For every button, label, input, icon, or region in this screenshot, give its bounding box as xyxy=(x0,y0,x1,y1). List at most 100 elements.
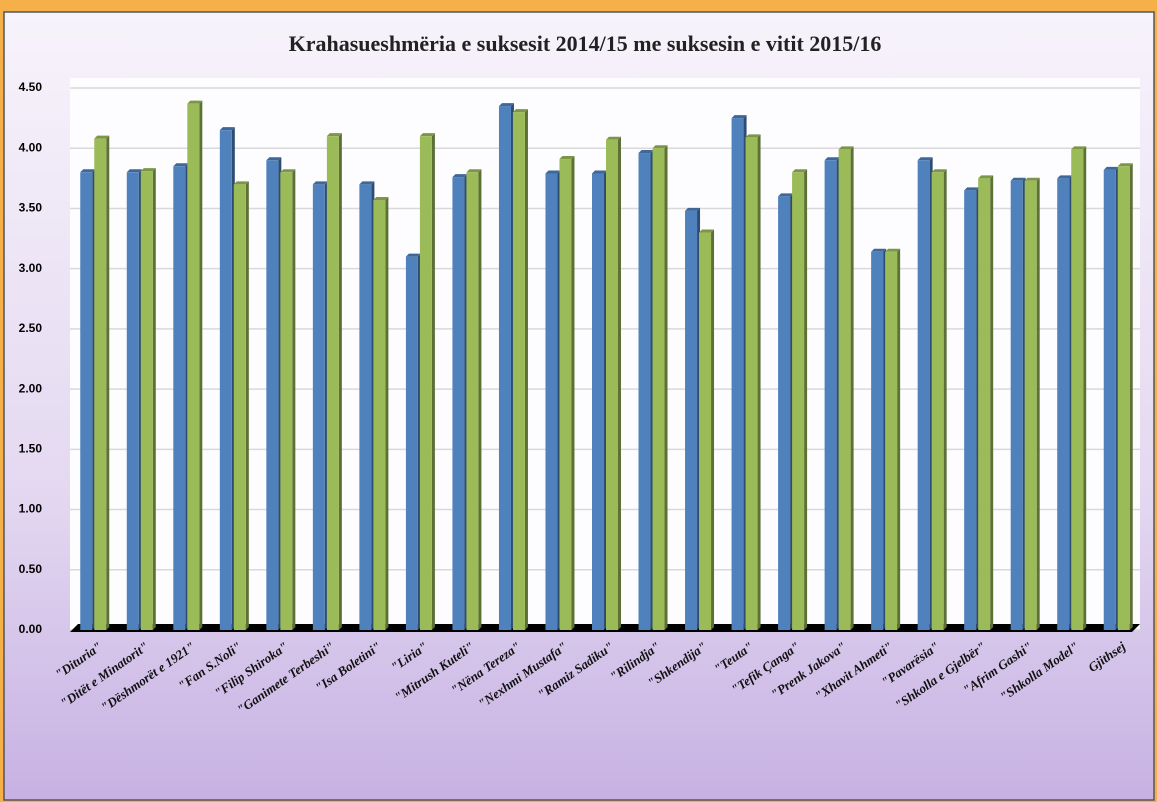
bar xyxy=(838,149,851,630)
bar xyxy=(280,172,293,631)
y-tick-label: 1.50 xyxy=(19,442,43,456)
bar xyxy=(466,172,479,631)
bar xyxy=(559,159,572,630)
bar-top xyxy=(1057,175,1073,179)
bar xyxy=(1057,178,1070,631)
bar-side xyxy=(664,145,668,630)
bar xyxy=(1010,180,1023,630)
bar xyxy=(885,251,898,630)
bar-top xyxy=(126,169,142,173)
bar-side xyxy=(152,168,156,630)
bar xyxy=(652,148,665,630)
bar-top xyxy=(512,109,528,113)
bar xyxy=(266,160,279,630)
bar xyxy=(1024,180,1037,630)
bar xyxy=(452,177,465,630)
bar-top xyxy=(280,169,296,173)
bar-top xyxy=(1024,177,1040,181)
bar xyxy=(326,136,339,630)
bar xyxy=(140,171,153,630)
bar xyxy=(545,173,558,630)
bar-top xyxy=(359,181,375,185)
bar-side xyxy=(199,100,203,630)
bar-top xyxy=(140,168,156,172)
bar xyxy=(592,173,604,630)
bar-top xyxy=(871,248,887,252)
bar-top xyxy=(731,115,747,119)
bar-side xyxy=(431,133,435,630)
bar-side xyxy=(943,169,947,631)
bar-top xyxy=(187,100,203,104)
bar-side xyxy=(990,175,994,631)
bar xyxy=(405,256,418,630)
bar-top xyxy=(312,181,328,185)
bar-side xyxy=(292,169,296,631)
bar-top xyxy=(978,175,994,179)
y-tick-label: 4.50 xyxy=(19,80,43,94)
bar-side xyxy=(850,146,854,630)
bar-side xyxy=(106,135,110,630)
bar-side xyxy=(897,248,901,630)
bar-top xyxy=(792,169,808,173)
bar-top xyxy=(452,174,468,178)
bar xyxy=(373,200,386,630)
bar xyxy=(80,172,93,631)
bar-top xyxy=(699,229,715,233)
bar xyxy=(931,172,944,631)
bar-top xyxy=(94,135,110,139)
bar xyxy=(731,118,744,630)
bar xyxy=(606,139,618,630)
bar-top xyxy=(606,136,621,140)
bar-top xyxy=(838,146,854,150)
bar xyxy=(312,184,325,630)
y-tick-label: 0.00 xyxy=(19,622,43,636)
bar xyxy=(917,160,930,630)
bar-side xyxy=(1129,163,1133,631)
bar-top xyxy=(1071,146,1087,150)
bar-side xyxy=(245,181,249,630)
bar-top xyxy=(419,133,435,137)
bar xyxy=(498,106,511,631)
bar-top xyxy=(685,207,701,211)
bar-side xyxy=(804,169,808,631)
bar xyxy=(778,196,791,630)
bar xyxy=(699,232,712,631)
y-tick-label: 3.00 xyxy=(19,261,43,275)
bar-side xyxy=(1036,177,1040,630)
bar-top xyxy=(917,157,933,161)
bar xyxy=(1103,169,1116,630)
bar xyxy=(219,130,232,630)
bar-top xyxy=(964,187,980,191)
bar xyxy=(94,138,107,630)
bar xyxy=(792,172,805,631)
bar xyxy=(1117,166,1130,631)
bar-top xyxy=(745,134,761,138)
bar xyxy=(685,210,698,630)
bar-top xyxy=(466,169,482,173)
bar xyxy=(978,178,991,631)
bar-top xyxy=(498,103,514,107)
bar-top xyxy=(326,133,342,137)
bar xyxy=(638,153,651,631)
y-tick-label: 0.50 xyxy=(19,562,43,576)
bar-side xyxy=(618,136,621,630)
bar-top xyxy=(778,193,794,197)
bar-side xyxy=(711,229,715,631)
bar xyxy=(745,137,758,631)
bar-side xyxy=(524,109,528,631)
bar xyxy=(964,190,977,630)
bar-top xyxy=(931,169,947,173)
bar-top xyxy=(1103,166,1119,170)
y-tick-label: 1.00 xyxy=(19,502,43,516)
bar-side xyxy=(385,197,389,630)
bar-top xyxy=(1010,177,1026,181)
bar-side xyxy=(757,134,761,631)
bar-top xyxy=(373,197,389,201)
bar xyxy=(173,166,186,631)
bar xyxy=(187,103,200,630)
chart-title: Krahasueshmëria e suksesit 2014/15 me su… xyxy=(289,31,882,56)
y-tick-label: 2.00 xyxy=(19,381,43,395)
bar xyxy=(126,172,139,631)
y-tick-label: 4.00 xyxy=(19,140,43,154)
